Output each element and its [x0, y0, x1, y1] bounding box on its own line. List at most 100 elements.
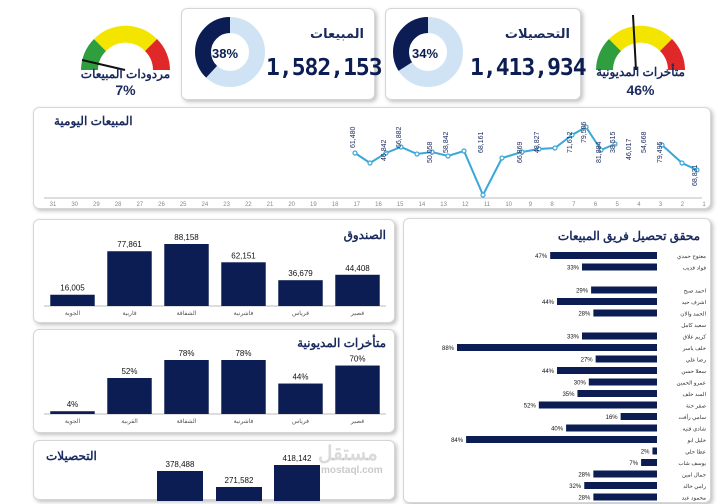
overdue-bar	[107, 378, 152, 414]
daily-sales-point	[499, 155, 505, 161]
daily-x-tick: 14	[419, 202, 426, 208]
cashbox-category-label: الشفاقة	[177, 310, 197, 317]
collections-donut	[393, 17, 463, 87]
daily-x-tick: 16	[375, 202, 382, 208]
team-collection-card: محقق تحصيل فريق المبيعات معتوح حمدي 47% فو…	[403, 218, 711, 503]
daily-x-tick: 22	[245, 202, 252, 208]
team-member-bar	[588, 378, 657, 386]
cashbox-bar	[335, 274, 380, 306]
team-member-name: جمال امين	[682, 472, 707, 479]
sales-returns-gauge-arc	[81, 25, 170, 71]
overdue-debt-gauge-arc	[596, 14, 685, 71]
daily-x-tick: 6	[594, 202, 598, 208]
cashbox-data-label: 16,005	[60, 284, 85, 293]
team-member-name: رضا علي	[686, 357, 707, 364]
daily-x-tick: 31	[50, 202, 57, 208]
team-member-bar	[591, 286, 657, 294]
collections-value: 1,413,934	[470, 55, 587, 81]
collections-title: التحصيلات	[504, 27, 570, 42]
collections-bar	[274, 465, 320, 501]
overdue-data-label: 44%	[292, 373, 308, 382]
daily-x-tick: 12	[462, 202, 469, 208]
daily-sales-point	[552, 145, 558, 151]
team-member-name: احمد صبح	[684, 288, 707, 295]
overdue-title: متأخرات المديونية	[297, 336, 386, 350]
team-member-pct: 52%	[524, 404, 537, 410]
daily-sales-title: المبيعات اليومية	[54, 114, 133, 128]
team-member-pct: 84%	[451, 438, 464, 444]
overdue-bar	[50, 411, 95, 414]
team-member-name: معتوح حمدي	[677, 254, 706, 260]
cashbox-bar	[221, 262, 266, 306]
team-collection-title: محقق تحصيل فريق المبيعات	[557, 229, 700, 243]
team-member-pct: 33%	[567, 266, 580, 272]
team-member-name: سامي رأفت	[678, 412, 706, 421]
daily-x-tick: 29	[93, 202, 100, 208]
daily-sales-data-label: 46,017	[626, 138, 633, 160]
daily-sales-point	[352, 150, 358, 156]
daily-sales-point	[659, 142, 665, 148]
cashbox-category-label: الجوية	[65, 310, 81, 317]
team-member-pct: 2%	[641, 450, 650, 456]
team-member-bar	[620, 413, 657, 420]
overdue-debt-gauge-needle	[632, 14, 637, 71]
cashbox-bar	[50, 294, 95, 306]
overdue-debt-gauge: متأخرات المديونية 46%	[588, 12, 693, 102]
collections-bar	[216, 487, 262, 501]
daily-sales-point	[612, 141, 618, 147]
daily-sales-data-label: 68,161	[478, 131, 485, 153]
collections-donut-label: 34%	[412, 46, 439, 61]
daily-sales-card: المبيعات اليومية 31 30 29 28 27 26 25 24 23 22 21 2…	[33, 107, 711, 209]
daily-sales-data-label: 50,058	[427, 141, 434, 163]
daily-x-tick: 20	[288, 202, 295, 208]
team-member-bar	[593, 309, 657, 317]
collections-data-label: 378,488	[166, 460, 195, 469]
team-member-pct: 29%	[576, 289, 589, 295]
overdue-debt-percent: 46%	[626, 82, 655, 98]
team-member-name: عطا حلي	[685, 449, 706, 456]
overdue-data-label: 78%	[235, 349, 251, 358]
overdue-bar	[278, 383, 323, 414]
overdue-bar	[335, 365, 380, 414]
sales-returns-percent: 7%	[115, 82, 136, 98]
daily-sales-line	[354, 125, 616, 198]
team-member-name: الحمد والان	[680, 311, 706, 318]
daily-sales-data-label: 66,882	[396, 126, 403, 148]
daily-sales-data-label: 71,612	[567, 131, 574, 153]
daily-sales-data-label: 38,515	[610, 131, 617, 153]
daily-x-tick: 10	[505, 202, 512, 208]
daily-x-tick: 4	[637, 202, 641, 208]
daily-sales-point	[519, 149, 525, 155]
cashbox-chart: 16,005 الجوية 77,861 قاربية 88,158 الشفاقة 62,…	[44, 233, 386, 317]
team-member-name: عمرو الحمين	[677, 380, 706, 387]
daily-x-tick: 25	[180, 202, 187, 208]
daily-sales-point	[367, 160, 373, 166]
daily-x-tick: 27	[136, 202, 143, 208]
team-member-name: كريم علاق	[683, 334, 707, 341]
cashbox-category-label: قاربية	[122, 310, 136, 317]
team-member-bar	[582, 332, 657, 340]
team-member-name: سعيد كامل	[681, 322, 706, 329]
overdue-category-label: الجوية	[65, 418, 81, 425]
cashbox-data-label: 77,861	[117, 240, 142, 249]
team-member-pct: 47%	[535, 254, 548, 260]
team-member-pct: 44%	[542, 369, 555, 375]
daily-sales-point	[429, 149, 435, 155]
overdue-chart: 4% الجوية 52% القربية 78% الشفاقة 78% فاشرنية 44…	[44, 349, 386, 425]
collections-chart-title: التحصيلات	[46, 449, 97, 463]
cashbox-bar	[107, 251, 152, 306]
sales-title: المبيعات	[310, 27, 364, 42]
daily-sales-point	[445, 153, 451, 159]
daily-sales-data-label: 79,506	[581, 121, 588, 143]
team-member-name: اشرف حيد	[682, 299, 707, 306]
daily-sales-data-label: 81,884	[596, 141, 603, 163]
collections-data-label: 418,142	[283, 454, 312, 463]
daily-x-tick: 15	[397, 202, 404, 208]
overdue-category-label: قرياس	[292, 418, 309, 425]
daily-x-tick: 13	[440, 202, 447, 208]
collections-data-label: 271,582	[225, 476, 254, 485]
team-member-bar	[577, 390, 657, 397]
daily-x-tick: 2	[681, 202, 685, 208]
daily-sales-data-label: 68,831	[692, 164, 699, 186]
daily-sales-data-label: 79,495	[657, 141, 664, 163]
